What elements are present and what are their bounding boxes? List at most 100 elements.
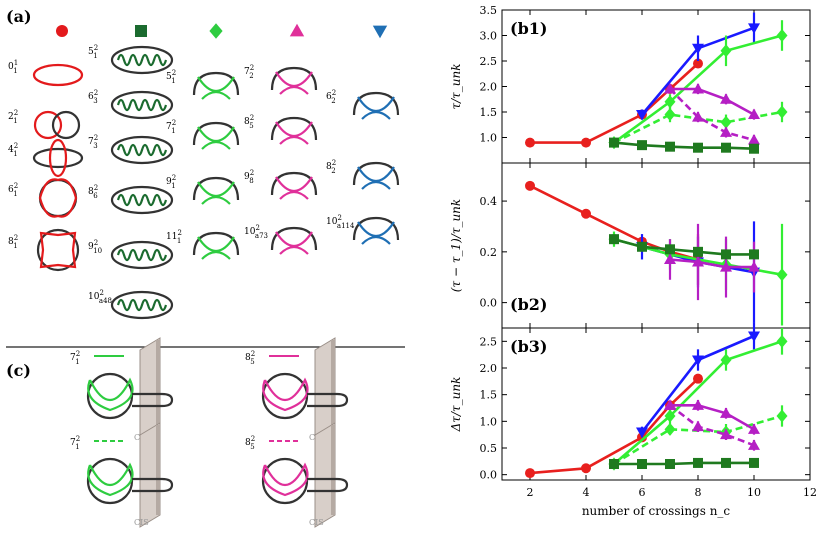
cis-label-1: 82 5: [245, 350, 255, 366]
data-point-0-6-4: [721, 142, 731, 153]
data-point-2-0-4: [693, 373, 703, 384]
data-point-2-2-1: [664, 409, 676, 423]
data-point-2-5-2: [720, 428, 732, 440]
series-line-1-3: [669, 258, 754, 269]
legend-marker-green-diamond: [209, 23, 223, 39]
data-point-2-4-1: [692, 399, 704, 410]
cis-knot-2: [86, 457, 174, 505]
cis-label-0: 72 1: [70, 350, 80, 366]
knot-glyph-c0-r3: [38, 178, 78, 218]
knot-label-c2-r1: 72 1: [166, 119, 176, 135]
knot-glyph-c1-r0: [110, 45, 174, 75]
data-point-2-5-0: [664, 399, 676, 410]
series-line-2-5: [669, 404, 755, 447]
knot-label-c2-r3: 112 1: [166, 229, 182, 245]
data-point-0-2-1: [664, 95, 676, 109]
data-point-2-3-1: [664, 422, 676, 436]
knot-label-c1-r3: 82 6: [88, 184, 98, 200]
charts-group: 1.0 1.5 2.0 2.5 3.0 3.5 τ/τ_unk (b1) 0.0 0.2 0.4 (τ…: [449, 4, 817, 518]
knot-label-c2-r0: 52 1: [166, 69, 176, 85]
cis-wall-edge-0: [156, 340, 160, 430]
knot-label-c0-r0: 01 1: [8, 59, 18, 75]
data-point-0-2-2: [720, 44, 732, 58]
legend-marker-blue-triangle-down: [372, 25, 388, 39]
data-point-1-4-4: [721, 249, 731, 260]
data-point-2-4-2: [720, 407, 732, 418]
data-point-1-4-0: [609, 234, 619, 245]
data-point-0-5-1: [692, 111, 704, 122]
series-line-2-6: [614, 461, 754, 466]
y-axis-label-2: Δτ/τ_unk: [449, 377, 463, 433]
data-point-0-1-2: [748, 23, 760, 34]
xtick-label-2: 6: [639, 486, 646, 499]
ytick-label-2-4: 2.0: [480, 362, 498, 375]
cis-wall-edge-2: [156, 425, 160, 515]
data-point-0-0-0: [525, 137, 535, 148]
series-line-0-2: [613, 34, 783, 144]
data-point-0-3-2: [720, 115, 732, 129]
ytick-label-2-3: 1.5: [480, 389, 498, 402]
knot-glyph-c2-r1: [192, 121, 240, 150]
data-point-2-0-0: [525, 468, 535, 479]
data-point-0-5-2: [720, 126, 732, 137]
data-point-2-5-3: [748, 439, 760, 450]
series-line-0-6: [613, 141, 755, 150]
chart-panel-0: 1.0 1.5 2.0 2.5 3.0 3.5 τ/τ_unk (b1): [449, 4, 811, 164]
knot-label-c3-r2: 92 8: [244, 169, 254, 185]
ytick-label-0-3: 2.5: [480, 55, 498, 68]
cis-knot-3: [261, 457, 349, 505]
data-point-0-4-1: [692, 83, 704, 94]
data-point-0-6-1: [637, 140, 647, 151]
knot-label-c1-r4: 92 10: [88, 239, 102, 255]
data-point-1-4-5: [749, 249, 759, 260]
data-point-1-3-1: [692, 256, 704, 267]
data-point-1-4-2: [665, 244, 675, 255]
xtick-label-4: 10: [747, 486, 761, 499]
chart-panel-1: 0.0 0.2 0.4 (τ − τ_1)/τ_unk (b2): [449, 162, 811, 329]
y-axis-label-1: (τ − τ_1)/τ_unk: [449, 199, 463, 292]
series-line-0-4: [670, 87, 755, 116]
knot-label-c0-r3: 62 1: [8, 182, 18, 198]
knot-label-c3-r0: 72 2: [244, 64, 254, 80]
panel-c-label: (c): [6, 361, 31, 380]
data-point-1-3-0: [664, 253, 676, 264]
ytick-label-2-2: 1.0: [480, 415, 498, 428]
ytick-label-2-1: 0.5: [480, 442, 498, 455]
knot-table: 01 1 22 1 42 1 62 1 82 1 52 1 62 3 72 3 82 6 92 10 102 a48 52 1…: [8, 23, 400, 320]
ytick-label-2-0: 0.0: [480, 469, 498, 482]
knot-glyph-c3-r2: [270, 171, 318, 200]
data-point-0-2-3: [776, 29, 788, 42]
knot-label-c1-r2: 72 3: [88, 134, 98, 150]
knot-glyph-c1-r2: [110, 135, 174, 165]
cis-label-2: 72 1: [70, 435, 80, 451]
knot-glyph-c3-r0: [270, 66, 318, 95]
knot-label-c4-r1: 82 2: [326, 159, 336, 175]
xtick-label-5: 12: [803, 486, 817, 499]
knot-glyph-c2-r3: [192, 231, 240, 260]
ytick-label-1-1: 0.2: [480, 246, 498, 259]
data-point-0-5-0: [664, 83, 676, 94]
data-point-2-5-1: [692, 420, 704, 432]
ytick-label-0-2: 2.0: [480, 81, 498, 94]
ytick-label-0-0: 1.0: [480, 132, 498, 145]
data-point-0-5-3: [748, 134, 760, 145]
knot-label-c0-r1: 22 1: [8, 109, 18, 125]
data-point-2-3-3: [776, 409, 788, 423]
x-axis-label: number of crossings n_c: [582, 504, 731, 518]
ytick-label-1-0: 0.0: [480, 297, 498, 310]
data-point-1-3-2: [720, 261, 732, 272]
data-point-0-3-3: [776, 105, 788, 119]
ytick-label-2-5: 2.5: [480, 335, 498, 348]
cis-wall-edge-3: [331, 425, 335, 515]
knot-glyph-c0-r4: [36, 228, 80, 272]
panel-tag-1: (b2): [510, 295, 547, 314]
knot-glyph-c3-r1: [270, 116, 318, 145]
knot-glyph-c4-r2: [352, 216, 400, 245]
data-point-2-6-2: [665, 459, 675, 469]
data-point-2-6-1: [637, 459, 647, 469]
data-point-2-1-1: [692, 355, 704, 366]
data-point-1-3-3: [748, 261, 760, 272]
knot-label-c3-r1: 82 5: [244, 114, 254, 130]
